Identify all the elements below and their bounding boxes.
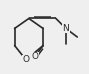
Text: O: O	[23, 55, 29, 64]
Text: O: O	[31, 52, 38, 61]
Text: N: N	[62, 24, 69, 33]
